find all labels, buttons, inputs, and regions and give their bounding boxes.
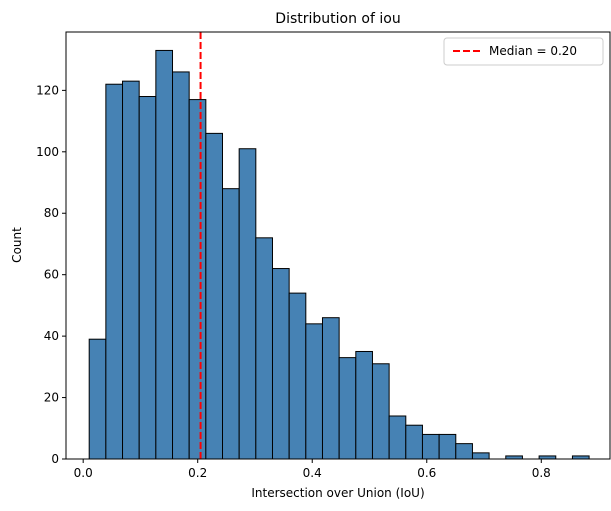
histogram-bar: [355, 350, 373, 460]
histogram-bar: [455, 443, 473, 460]
histogram-bar: [371, 363, 390, 460]
histogram-bar: [438, 433, 457, 460]
histogram-bar: [305, 323, 323, 460]
histogram-bar: [321, 317, 340, 460]
histogram-bar: [105, 83, 124, 460]
histogram-bar: [88, 338, 107, 460]
plot-frame: [65, 31, 611, 460]
histogram-bar: [238, 148, 257, 460]
y-axis-label: Count: [10, 227, 24, 263]
y-tick-label: 100: [36, 145, 59, 159]
histogram-bar: [471, 452, 490, 460]
y-tick-label: 120: [36, 83, 59, 97]
histogram-bar: [205, 132, 224, 460]
chart-title: Distribution of iou: [275, 11, 400, 27]
histogram-bar: [288, 292, 307, 460]
y-tick-label: 40: [44, 329, 59, 343]
x-axis-ticks: 0.0 0.2 0.4 0.6 0.8: [74, 459, 551, 480]
histogram-bar: [172, 71, 190, 460]
histogram-bar: [155, 49, 174, 460]
histogram-bars: [88, 49, 590, 460]
x-tick-label: 0.2: [188, 466, 207, 480]
x-tick-label: 0.0: [74, 466, 93, 480]
histogram-bar: [255, 237, 273, 460]
histogram-bar: [138, 96, 157, 460]
y-tick-label: 80: [44, 206, 59, 220]
x-axis-label: Intersection over Union (IoU): [251, 486, 424, 500]
y-axis-ticks: 0 20 40 60 80 100 120: [36, 83, 66, 466]
legend-median-label: Median = 0.20: [489, 44, 577, 58]
histogram-bar: [122, 80, 140, 460]
legend-box: [443, 37, 604, 66]
histogram-bar: [388, 415, 407, 460]
x-tick-label: 0.6: [417, 466, 436, 480]
histogram-bar: [405, 424, 423, 460]
histogram-bar: [271, 268, 290, 460]
legend: Median = 0.20: [443, 37, 604, 66]
y-tick-label: 0: [51, 452, 59, 466]
x-tick-label: 0.8: [532, 466, 551, 480]
histogram-bar: [222, 188, 240, 460]
y-tick-label: 60: [44, 268, 59, 282]
y-tick-label: 20: [44, 391, 59, 405]
histogram-bar: [188, 99, 207, 460]
x-tick-label: 0.4: [303, 466, 322, 480]
histogram-bar: [338, 357, 357, 460]
histogram-bar: [421, 433, 440, 460]
